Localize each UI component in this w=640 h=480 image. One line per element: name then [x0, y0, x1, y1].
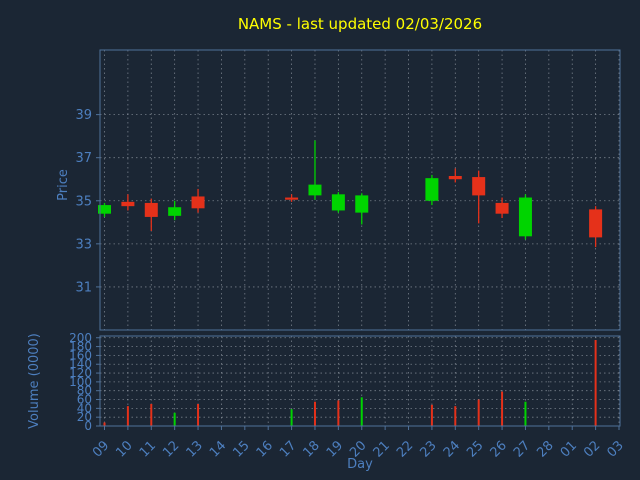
candle-body [355, 195, 369, 213]
volume-tick-label: 20 [77, 410, 92, 424]
volume-tick-label: 100 [69, 375, 92, 389]
volume-tick-label: 60 [77, 393, 92, 407]
volume-tick-label: 140 [69, 357, 92, 371]
candle-body [589, 209, 603, 238]
candle-body [495, 202, 509, 214]
price-tick-label: 31 [75, 280, 92, 295]
price-tick-label: 37 [75, 151, 92, 166]
candle-body [168, 207, 182, 216]
chart-title: NAMS - last updated 02/03/2026 [238, 15, 482, 33]
price-tick-label: 35 [75, 194, 92, 209]
volume-panel-border [99, 335, 621, 427]
price-axis-label: Price [56, 169, 71, 201]
volume-tick-label: 120 [69, 366, 92, 380]
candle-body [425, 178, 439, 201]
candle-body [98, 205, 111, 214]
candle-body [448, 176, 462, 180]
price-tick-label: 33 [75, 237, 92, 252]
candle-body [121, 201, 135, 207]
price-panel-border [99, 49, 621, 331]
x-axis-label: Day [347, 457, 373, 472]
candle-body [472, 177, 486, 196]
volume-tick-label: 0 [84, 419, 92, 433]
candle-body [191, 196, 205, 209]
candle-body [144, 202, 158, 217]
volume-tick-label: 40 [77, 401, 92, 415]
volume-tick-label: 180 [69, 340, 92, 354]
volume-tick-label: 160 [69, 348, 92, 362]
volume-tick-label: 200 [69, 331, 92, 345]
candle-body [308, 184, 322, 196]
price-tick-label: 39 [75, 108, 92, 123]
volume-axis-label: Volume (0000) [27, 333, 42, 429]
candle-body [285, 197, 299, 200]
candle-body [331, 194, 345, 211]
volume-tick-label: 80 [77, 384, 92, 398]
candle-body [518, 197, 532, 237]
